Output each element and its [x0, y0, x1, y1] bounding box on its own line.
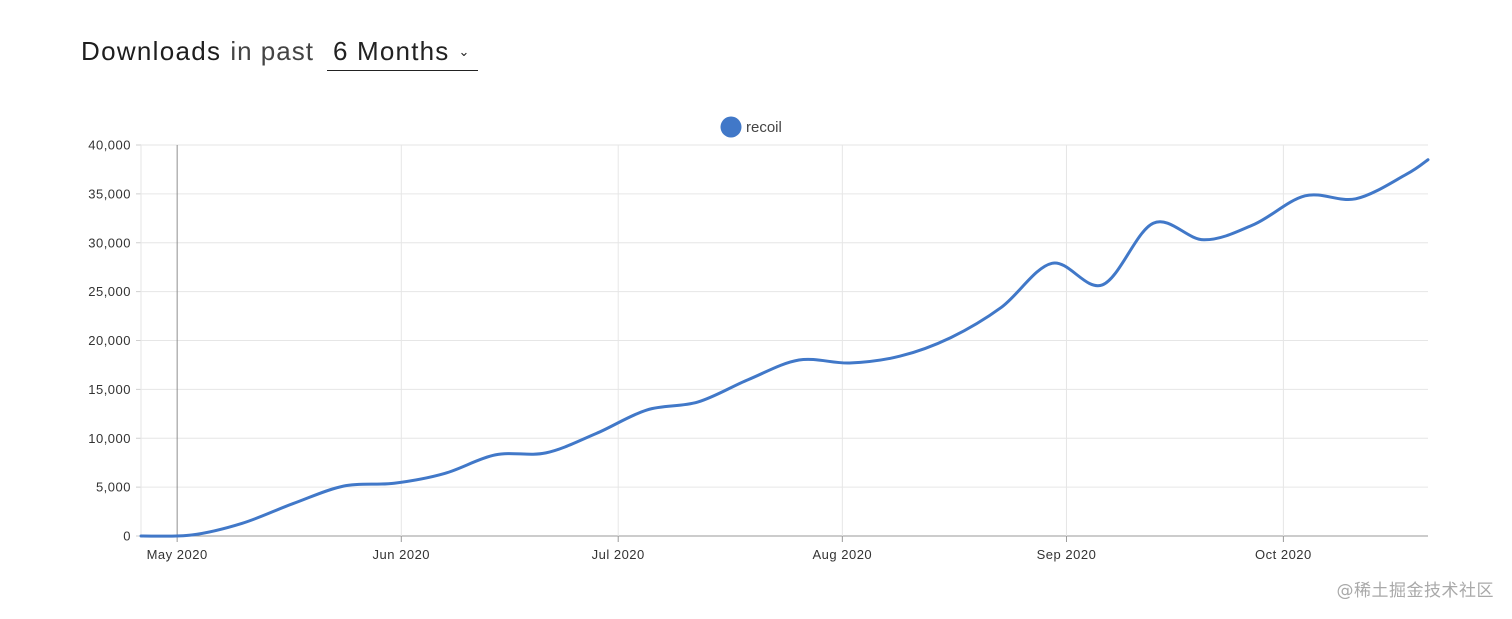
time-range-value: 6 Months [332, 36, 450, 66]
y-tick-label: 10,000 [88, 431, 131, 446]
legend-item-recoil[interactable]: recoil [720, 116, 782, 138]
x-tick-label: Sep 2020 [1037, 547, 1097, 562]
series-line-recoil [139, 158, 1430, 538]
x-tick-label: May 2020 [147, 547, 208, 562]
chevron-down-icon: ⌄ [458, 44, 470, 59]
y-tick-label: 0 [123, 529, 131, 544]
legend-label: recoil [746, 119, 782, 136]
watermark: @稀土掘金技术社区 [1336, 581, 1494, 601]
downloads-header: Downloads in past 6 Months ⌄ [81, 36, 479, 76]
time-range-dropdown[interactable]: 6 Months ⌄ [326, 36, 479, 71]
x-tick-label: Jun 2020 [373, 547, 431, 562]
header-title: Downloads [81, 36, 222, 66]
x-tick-label: Aug 2020 [813, 547, 873, 562]
y-tick-label: 25,000 [88, 284, 131, 299]
y-tick-label: 30,000 [88, 235, 131, 250]
y-tick-label: 20,000 [88, 333, 131, 348]
header-connector: in past [230, 36, 314, 66]
y-tick-label: 5,000 [96, 480, 131, 495]
y-tick-label: 35,000 [88, 186, 131, 201]
x-tick-label: Oct 2020 [1255, 547, 1312, 562]
y-tick-label: 40,000 [88, 138, 131, 153]
x-tick-label: Jul 2020 [592, 547, 645, 562]
y-tick-label: 15,000 [88, 382, 131, 397]
legend-swatch [720, 116, 742, 138]
